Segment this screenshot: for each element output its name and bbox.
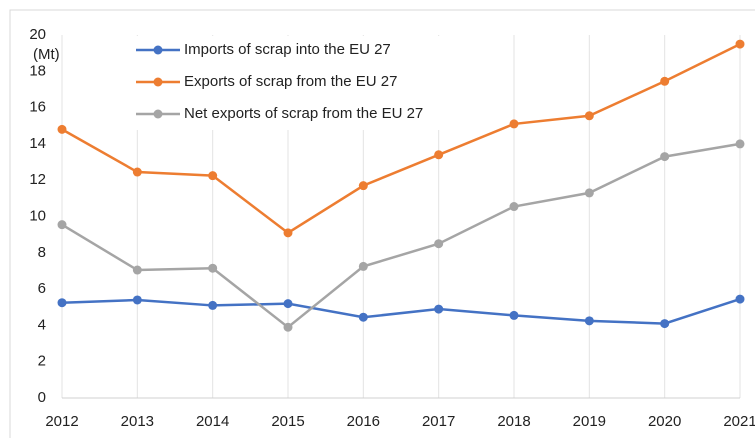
y-tick-label: 16 <box>29 99 46 116</box>
x-tick-label: 2015 <box>271 413 304 430</box>
data-point <box>208 263 218 273</box>
y-tick-label: 0 <box>38 389 46 406</box>
y-tick-label: 2 <box>38 353 46 370</box>
x-tick-label: 2019 <box>573 413 606 430</box>
data-point <box>735 294 745 304</box>
series-line <box>61 142 741 329</box>
series-line <box>61 297 741 325</box>
data-point <box>584 188 594 198</box>
data-point <box>584 316 594 326</box>
data-point <box>57 220 67 230</box>
y-tick-label: 14 <box>29 135 46 152</box>
data-point <box>735 139 745 149</box>
y-unit-label: (Mt) <box>33 46 60 63</box>
legend-box <box>130 36 482 130</box>
data-point <box>283 228 293 238</box>
data-point <box>283 322 293 332</box>
legend-label: Exports of scrap from the EU 27 <box>184 73 397 90</box>
data-point <box>132 167 142 177</box>
y-tick-label: 10 <box>29 207 46 224</box>
data-point <box>509 310 519 320</box>
legend-marker <box>153 45 163 55</box>
data-point <box>660 152 670 162</box>
data-point <box>434 304 444 314</box>
data-point <box>57 298 67 308</box>
data-point <box>132 295 142 305</box>
x-tick-label: 2013 <box>121 413 154 430</box>
y-tick-label: 18 <box>29 62 46 79</box>
data-point <box>735 39 745 49</box>
data-point <box>358 312 368 322</box>
data-point <box>283 299 293 309</box>
data-point <box>660 319 670 329</box>
legend-marker <box>153 109 163 119</box>
data-point <box>509 202 519 212</box>
legend-marker <box>153 77 163 87</box>
data-point <box>57 124 67 134</box>
x-tick-label: 2016 <box>347 413 380 430</box>
legend-label: Net exports of scrap from the EU 27 <box>184 105 423 122</box>
series-line <box>61 42 741 235</box>
data-point <box>358 181 368 191</box>
x-tick-label: 2017 <box>422 413 455 430</box>
data-point <box>208 171 218 181</box>
legend-label: Imports of scrap into the EU 27 <box>184 41 391 58</box>
x-tick-label: 2020 <box>648 413 681 430</box>
data-point <box>434 150 444 160</box>
data-point <box>660 76 670 86</box>
data-point <box>434 239 444 249</box>
data-point <box>509 119 519 129</box>
y-tick-label: 4 <box>38 316 46 333</box>
data-point <box>132 265 142 275</box>
legend: Imports of scrap into the EU 27 Exports o… <box>130 36 482 130</box>
data-point <box>584 111 594 121</box>
x-tick-label: 2014 <box>196 413 229 430</box>
y-tick-label: 6 <box>38 280 46 297</box>
x-tick-label: 2018 <box>497 413 530 430</box>
data-point <box>358 261 368 271</box>
y-tick-label: 12 <box>29 171 46 188</box>
x-tick-label: 2012 <box>45 413 78 430</box>
x-tick-label: 2021 <box>723 413 755 430</box>
y-tick-label: 8 <box>38 244 46 261</box>
data-point <box>208 300 218 310</box>
y-tick-label: 20 <box>29 26 46 43</box>
